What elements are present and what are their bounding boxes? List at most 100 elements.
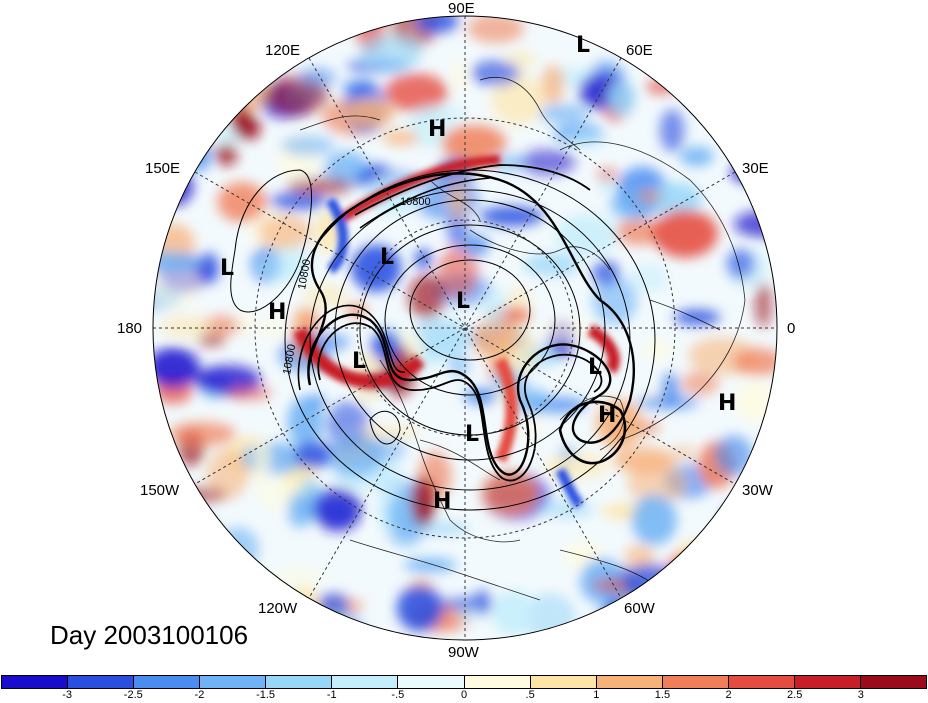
anomaly-patch <box>237 573 257 606</box>
anomaly-patch <box>658 613 685 631</box>
anomaly-patch <box>153 105 182 158</box>
lon-label-150e: 150E <box>145 160 181 177</box>
anomaly-patch <box>667 550 721 582</box>
low-center: L <box>588 355 602 380</box>
anomaly-patch <box>686 580 723 631</box>
anomaly-patch <box>403 558 458 573</box>
map-boundary <box>152 15 778 641</box>
anomaly-patch <box>153 135 181 153</box>
anomaly-patch <box>382 130 420 146</box>
anomaly-patch <box>153 347 200 388</box>
anomaly-patch <box>632 617 655 640</box>
anomaly-patch <box>153 262 202 309</box>
anomaly-patch <box>467 16 525 43</box>
colorbar-segment <box>728 676 795 688</box>
anomaly-patch <box>481 286 507 328</box>
anomaly-patch <box>255 252 303 282</box>
colorbar-segment <box>464 676 531 688</box>
anomaly-patch <box>714 590 736 633</box>
anomaly-patch <box>350 244 402 292</box>
anomaly-patch <box>228 16 289 46</box>
colorbar-segment <box>662 676 729 688</box>
anomaly-patch <box>751 565 774 606</box>
lon-label-30e: 30E <box>742 160 769 177</box>
anomaly-patch <box>659 108 685 153</box>
lon-label-120w: 120W <box>258 600 298 617</box>
anomaly-patch <box>451 59 468 92</box>
colorbar-segment <box>861 676 927 688</box>
anomaly-patch <box>197 252 220 284</box>
anomaly-patch <box>396 585 443 632</box>
colorbar <box>1 675 927 689</box>
anomaly-patch <box>153 114 185 148</box>
anomaly-patch <box>541 64 565 105</box>
anomaly-patch <box>409 318 472 358</box>
anomaly-patch <box>202 315 241 337</box>
anomaly-patch <box>441 124 507 161</box>
lon-label-120e: 120E <box>265 42 301 59</box>
anomaly-patch <box>671 446 696 460</box>
anomaly-patch <box>360 425 421 440</box>
anomaly-patch <box>537 500 595 518</box>
pressure-centers: L H L L L H L L H H L H <box>220 33 736 514</box>
lon-label-90w: 90W <box>448 644 479 661</box>
anomaly-patch <box>235 312 255 336</box>
colorbar-segment <box>530 676 597 688</box>
anomaly-patch <box>645 339 670 360</box>
anomaly-patch <box>441 596 491 611</box>
anomaly-patch <box>703 523 766 568</box>
graticule <box>153 16 777 640</box>
anomaly-patch <box>416 16 459 34</box>
anomaly-patch <box>200 58 233 88</box>
anomaly-patch <box>187 566 250 612</box>
low-center: L <box>380 245 394 270</box>
anomaly-patch <box>384 73 448 112</box>
anomaly-patch <box>637 190 662 203</box>
high-center: H <box>598 403 616 428</box>
colorbar-segment <box>68 676 135 688</box>
anomaly-patch <box>294 307 312 327</box>
anomaly-patch <box>479 206 544 227</box>
colorbar-segment <box>332 676 399 688</box>
anomaly-patch <box>225 386 272 400</box>
colorbar-segment <box>200 676 267 688</box>
colorbar-segment <box>134 676 201 688</box>
anomaly-patch <box>258 214 311 250</box>
high-center: H <box>428 117 446 142</box>
colorbar-segment <box>398 676 465 688</box>
anomaly-patch <box>208 69 269 115</box>
anomaly-patch <box>153 606 190 620</box>
anomaly-patch <box>688 601 713 636</box>
anomaly-patch <box>190 568 219 616</box>
anomaly-patch <box>628 264 669 293</box>
anomaly-patch <box>523 253 581 277</box>
coastlines <box>299 76 746 601</box>
colorbar-segment <box>794 676 862 688</box>
colorbar-tick-label: -1 <box>326 689 337 701</box>
anomaly-patch <box>408 274 446 320</box>
anomaly-patch <box>411 477 436 527</box>
day-title: Day 2003100106 <box>50 620 249 650</box>
colorbar-tick-label: -1.5 <box>256 689 276 701</box>
anomaly-patch <box>294 441 332 469</box>
anomaly-patch <box>204 79 222 122</box>
anomaly-patch <box>492 590 535 636</box>
anomaly-patch <box>274 567 325 584</box>
anomaly-patch <box>615 218 663 246</box>
colorbar-ticks: -3 -2.5 -2 -1.5 -1 -.5 0 .5 1 1.5 2 2.5 3 <box>0 689 928 703</box>
lon-label-180: 180 <box>117 320 143 337</box>
anomaly-patch <box>196 515 217 545</box>
anomaly-patch <box>721 502 777 524</box>
anomaly-patch <box>649 182 702 216</box>
colorbar-tick-label: 3 <box>857 689 864 701</box>
anomaly-patch <box>359 34 422 73</box>
anomaly-patch <box>675 551 713 569</box>
anomaly-patch <box>754 281 772 328</box>
anomaly-patch <box>153 251 202 273</box>
low-center: L <box>456 289 470 314</box>
anomaly-patch <box>722 101 755 122</box>
anomaly-patch <box>652 209 718 258</box>
anomaly-patch <box>206 449 248 500</box>
anomaly-patch <box>160 315 212 338</box>
lon-label-60e: 60E <box>626 42 653 59</box>
